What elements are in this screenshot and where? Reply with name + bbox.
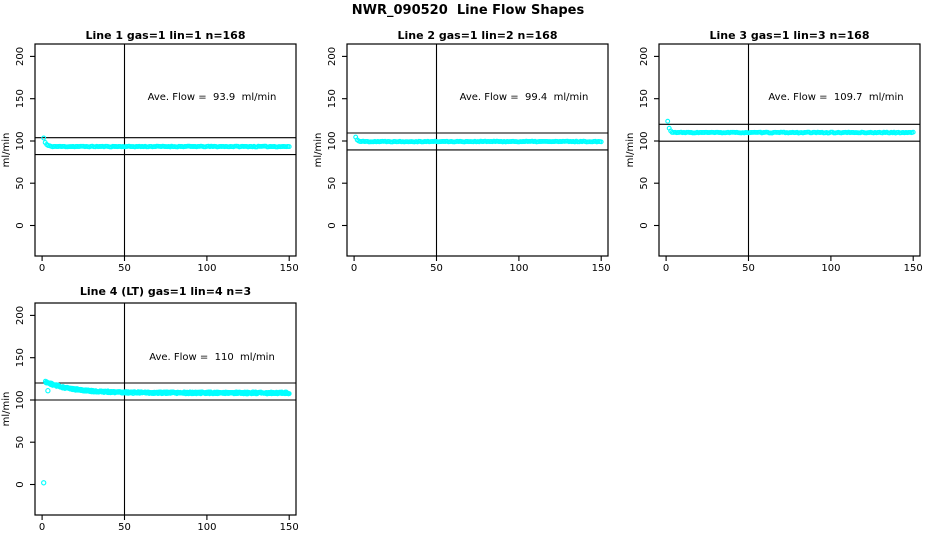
y-tick-label: 200 [639,47,650,66]
subplot1-y-axis-label: ml/min [1,132,12,168]
x-tick-label: 100 [821,263,840,274]
y-tick-label: 100 [15,390,26,409]
y-tick-label: 100 [15,131,26,150]
subplot3-y-axis-label: ml/min [625,132,636,168]
y-tick-label: 100 [639,131,650,150]
plot-border [346,43,609,257]
x-tick-label: 150 [280,522,299,533]
subplot-1: 0 50 100 150 0 50 100 150 200 [15,43,299,274]
data-point [665,118,671,124]
x-tick-label: 100 [197,522,216,533]
data-point [286,144,292,150]
x-tick-label: 0 [663,263,669,274]
subplot-4: 0 50 100 150 0 50 100 150 200 [15,302,299,533]
subplot4-title: Line 4 (LT) gas=1 lin=4 n=3 [79,285,252,298]
x-tick-label: 50 [118,263,131,274]
y-tick-label: 0 [327,222,338,228]
y-tick-label: 50 [15,436,26,449]
y-tick-label: 150 [15,89,26,108]
y-tick-label: 50 [639,177,650,190]
subplot3-title: Line 3 gas=1 lin=3 n=168 [709,29,870,42]
x-tick-label: 50 [742,263,755,274]
x-tick-label: 0 [351,263,357,274]
plot-border [34,43,297,257]
data-point [286,391,292,397]
subplot1-title: Line 1 gas=1 lin=1 n=168 [85,29,246,42]
axis-ticks [654,55,914,261]
subplot2-title: Line 2 gas=1 lin=2 n=168 [397,29,558,42]
y-tick-label: 0 [639,222,650,228]
y-tick-label: 50 [327,177,338,190]
y-tick-label: 200 [15,306,26,325]
x-tick-label: 0 [39,522,45,533]
x-tick-label: 100 [509,263,528,274]
x-tick-label: 50 [118,522,131,533]
subplot4-y-axis-label: ml/min [1,391,12,427]
x-tick-label: 150 [280,263,299,274]
axis-tick-labels: 0 50 100 150 0 50 100 150 200 [639,47,923,274]
y-tick-label: 50 [15,177,26,190]
x-tick-label: 50 [430,263,443,274]
data-point [598,139,604,145]
y-tick-label: 150 [639,89,650,108]
y-tick-label: 100 [327,131,338,150]
main-title: NWR_090520 Line Flow Shapes [351,3,585,18]
x-tick-label: 100 [197,263,216,274]
y-tick-label: 0 [15,222,26,228]
subplot1-ave-flow-label: Ave. Flow = 93.9 ml/min [147,92,277,103]
x-tick-label: 0 [39,263,45,274]
y-tick-label: 150 [15,348,26,367]
axis-ticks [342,55,602,261]
subplot2-ave-flow-label: Ave. Flow = 99.4 ml/min [459,92,589,103]
x-tick-label: 150 [904,263,923,274]
data-points-series [41,135,292,150]
axis-tick-labels: 0 50 100 150 0 50 100 150 200 [15,47,299,274]
axis-ticks [30,314,290,520]
plot-border [658,43,921,257]
axis-tick-labels: 0 50 100 150 0 50 100 150 200 [327,47,611,274]
y-tick-label: 200 [15,47,26,66]
data-point [910,129,916,135]
y-tick-label: 200 [327,47,338,66]
subplot-3: 0 50 100 150 0 50 100 150 200 [639,43,923,274]
subplot2-y-axis-label: ml/min [313,132,324,168]
subplot4-ave-flow-label: Ave. Flow = 110 ml/min [149,352,275,363]
plot-border [34,302,297,516]
y-tick-label: 0 [15,481,26,487]
x-tick-label: 150 [592,263,611,274]
outlier-point [45,388,51,394]
axis-ticks [30,55,290,261]
data-point [41,135,47,141]
outlier-point [41,480,47,486]
subplot-2: 0 50 100 150 0 50 100 150 200 [327,43,611,274]
y-tick-label: 150 [327,89,338,108]
data-points-series [665,118,916,136]
subplot3-ave-flow-label: Ave. Flow = 109.7 ml/min [768,92,904,103]
axis-tick-labels: 0 50 100 150 0 50 100 150 200 [15,306,299,533]
data-points-series [41,378,292,486]
data-points-series [353,134,604,145]
